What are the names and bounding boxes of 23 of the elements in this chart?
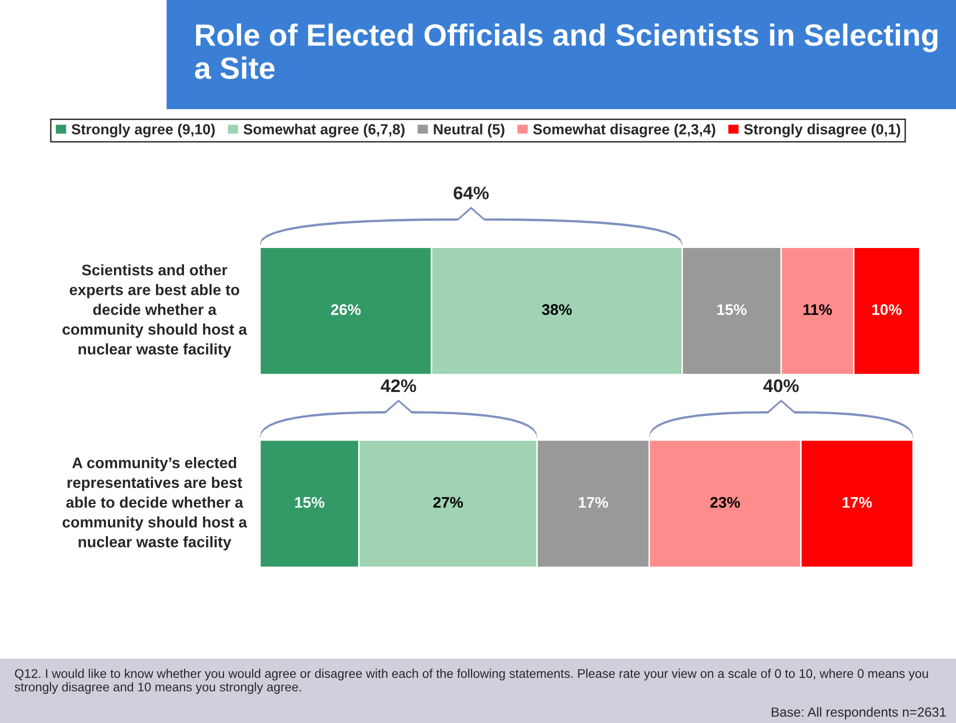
data-label: 15% xyxy=(717,304,747,315)
text: Base: All respondents n=2631 xyxy=(772,707,946,720)
data-label: 27% xyxy=(433,496,463,508)
legend-label: Strongly agree (9,10) xyxy=(72,124,215,138)
legend-label: Somewhat disagree (2,3,4) xyxy=(533,124,716,138)
data-label: 11% xyxy=(804,304,832,315)
text: Q12. I would like to know whether you would agree or disagree with each of the following statements. Please rate your view on a scale of 0 to 10, where 0 means you strongly disagree and 10 means you strongly agree. xyxy=(14,668,928,694)
y-tick-label: A community’s elected representatives are best able to decide whether a community should host a nuclear waste facility xyxy=(62,457,248,550)
annotation: 40% xyxy=(763,379,799,392)
data-label: 17% xyxy=(578,497,608,508)
legend-label: Neutral (5) xyxy=(434,124,504,138)
chart-title: Role of Elected Officials and Scientists in Selecting a Site xyxy=(194,23,938,79)
data-label: 26% xyxy=(331,304,361,315)
y-tick-label: Scientists and other experts are best able to decide whether a community should host a nuclear waste facility xyxy=(62,264,248,358)
text: 64% xyxy=(454,186,489,200)
data-label: 38% xyxy=(542,304,572,316)
data-label: 17% xyxy=(842,497,872,508)
data-label: 10% xyxy=(872,304,902,315)
data-label: 15% xyxy=(295,497,324,508)
legend-label: Strongly disagree (0,1) xyxy=(744,124,900,138)
annotation: 42% xyxy=(380,379,416,392)
legend-label: Somewhat agree (6,7,8) xyxy=(244,124,405,138)
data-label: 23% xyxy=(710,496,740,508)
